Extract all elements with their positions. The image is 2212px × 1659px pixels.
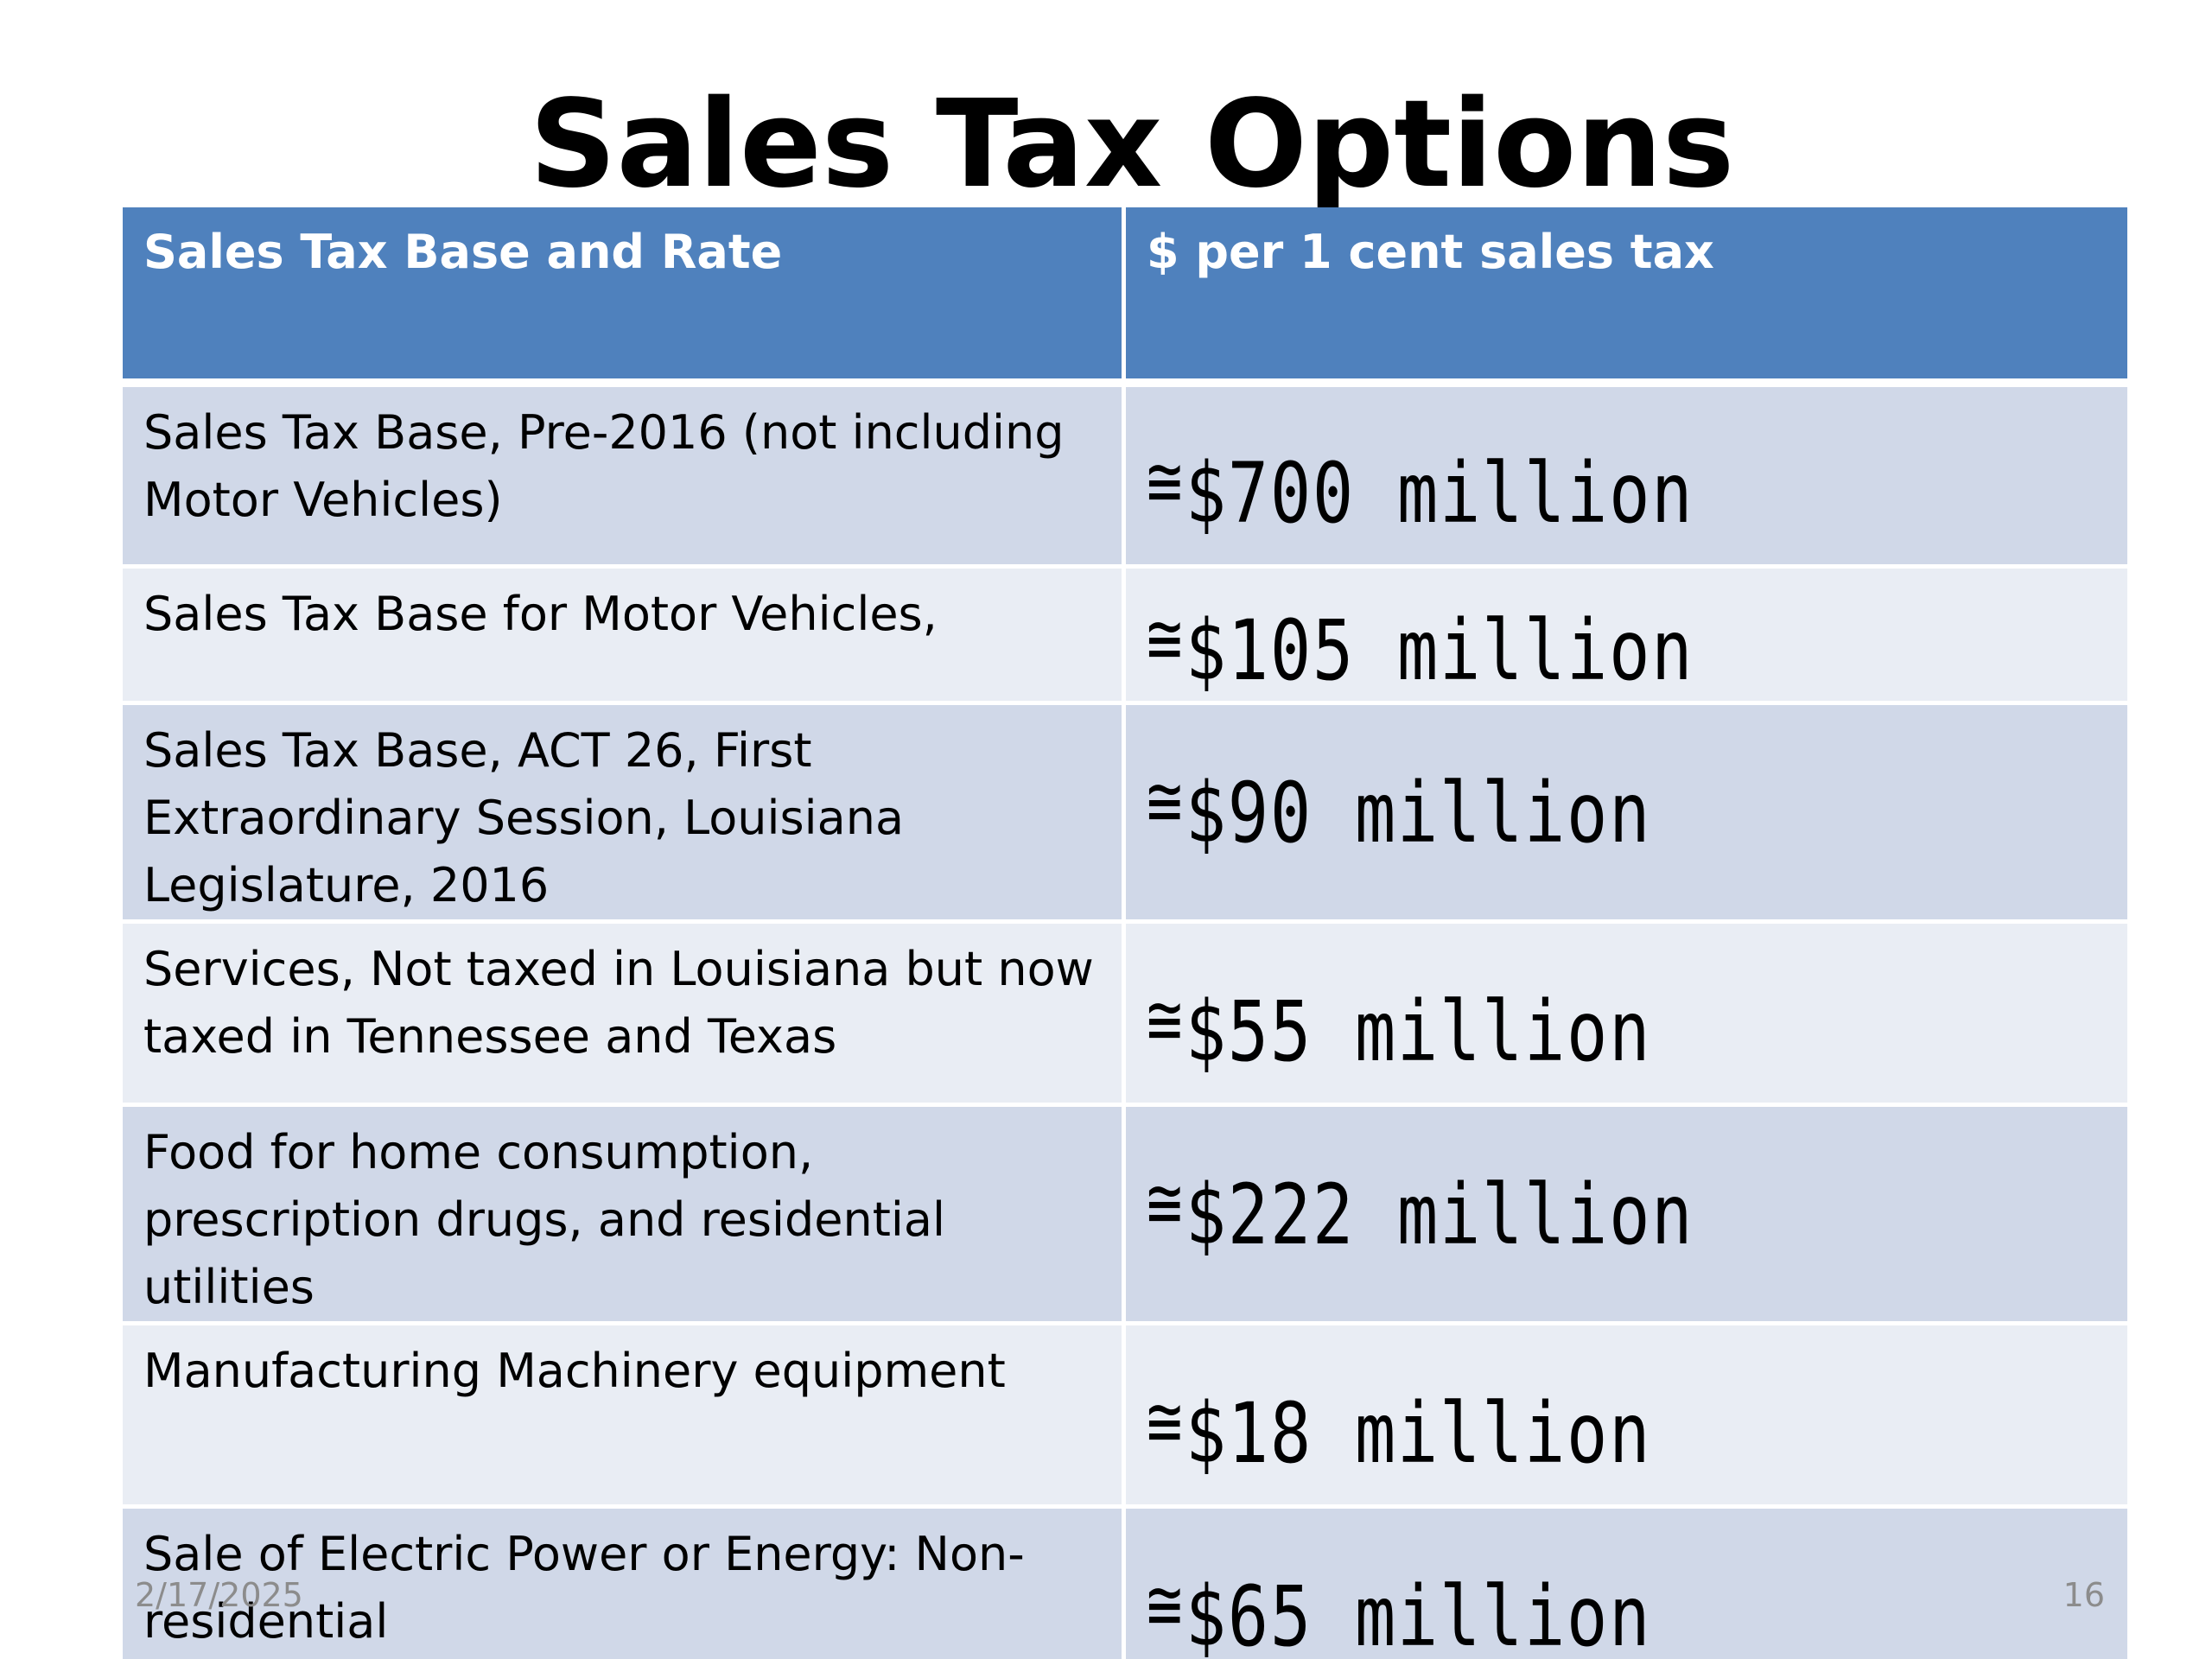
table-row: Sales Tax Base, ACT 26, First Extraordin… bbox=[123, 705, 2127, 924]
tax-base-cell: Sales Tax Base, ACT 26, First Extraordin… bbox=[123, 705, 1126, 924]
table-row: Sales Tax Base, Pre-2016 (not including … bbox=[123, 387, 2127, 569]
revenue-amount: $18 million bbox=[1185, 1385, 1652, 1482]
table-header-row: Sales Tax Base and Rate $ per 1 cent sal… bbox=[123, 207, 2127, 387]
table-row: Food for home consumption, prescription … bbox=[123, 1107, 2127, 1325]
revenue-cell: ≅$105 million bbox=[1126, 569, 2127, 705]
table-row: Sales Tax Base for Motor Vehicles, ≅$105… bbox=[123, 569, 2127, 705]
revenue-cell: ≅$700 million bbox=[1126, 387, 2127, 569]
slide-page-number: 16 bbox=[2063, 1576, 2105, 1614]
approx-symbol: ≅ bbox=[1147, 977, 1185, 1062]
table-row: Manufacturing Machinery equipment ≅$18 m… bbox=[123, 1325, 2127, 1509]
revenue-amount: $90 million bbox=[1185, 765, 1652, 861]
table-row: Services, Not taxed in Louisiana but now… bbox=[123, 924, 2127, 1107]
table-row: Sale of Electric Power or Energy: Non-re… bbox=[123, 1509, 2127, 1659]
revenue-value: ≅$90 million bbox=[1147, 753, 1651, 861]
tax-base-cell: Services, Not taxed in Louisiana but now… bbox=[123, 924, 1126, 1107]
tax-base-cell: Manufacturing Machinery equipment bbox=[123, 1325, 1126, 1509]
revenue-value: ≅$700 million bbox=[1147, 434, 1694, 541]
revenue-value: ≅$55 million bbox=[1147, 972, 1651, 1079]
revenue-value: ≅$18 million bbox=[1147, 1374, 1651, 1481]
header-per-cent: $ per 1 cent sales tax bbox=[1126, 207, 2127, 387]
revenue-cell: ≅$55 million bbox=[1126, 924, 2127, 1107]
slide-date: 2/17/2025 bbox=[135, 1576, 303, 1614]
revenue-value: ≅$65 million bbox=[1147, 1557, 1651, 1659]
revenue-amount: $222 million bbox=[1185, 1166, 1694, 1263]
revenue-value: ≅$105 million bbox=[1147, 591, 1694, 698]
sales-tax-table: Sales Tax Base and Rate $ per 1 cent sal… bbox=[123, 207, 2127, 1659]
tax-base-cell: Sales Tax Base for Motor Vehicles, bbox=[123, 569, 1126, 705]
revenue-amount: $55 million bbox=[1185, 983, 1652, 1080]
approx-symbol: ≅ bbox=[1147, 439, 1185, 524]
revenue-value: ≅$222 million bbox=[1147, 1155, 1694, 1262]
tax-base-cell: Sale of Electric Power or Energy: Non-re… bbox=[123, 1509, 1126, 1659]
revenue-amount: $105 million bbox=[1185, 602, 1694, 699]
revenue-cell: ≅$222 million bbox=[1126, 1107, 2127, 1325]
approx-symbol: ≅ bbox=[1147, 759, 1185, 843]
revenue-cell: ≅$90 million bbox=[1126, 705, 2127, 924]
approx-symbol: ≅ bbox=[1147, 1379, 1185, 1464]
tax-base-cell: Sales Tax Base, Pre-2016 (not including … bbox=[123, 387, 1126, 569]
revenue-amount: $65 million bbox=[1185, 1568, 1652, 1659]
header-tax-base: Sales Tax Base and Rate bbox=[123, 207, 1126, 387]
approx-symbol: ≅ bbox=[1147, 1562, 1185, 1647]
slide-title: Sales Tax Options bbox=[529, 74, 1735, 215]
revenue-cell: ≅$18 million bbox=[1126, 1325, 2127, 1509]
tax-base-cell: Food for home consumption, prescription … bbox=[123, 1107, 1126, 1325]
revenue-cell: ≅$65 million bbox=[1126, 1509, 2127, 1659]
revenue-amount: $700 million bbox=[1185, 445, 1694, 542]
approx-symbol: ≅ bbox=[1147, 1160, 1185, 1245]
approx-symbol: ≅ bbox=[1147, 596, 1185, 681]
